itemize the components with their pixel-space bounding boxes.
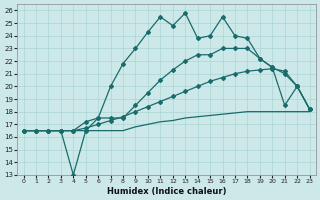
X-axis label: Humidex (Indice chaleur): Humidex (Indice chaleur) <box>107 187 226 196</box>
